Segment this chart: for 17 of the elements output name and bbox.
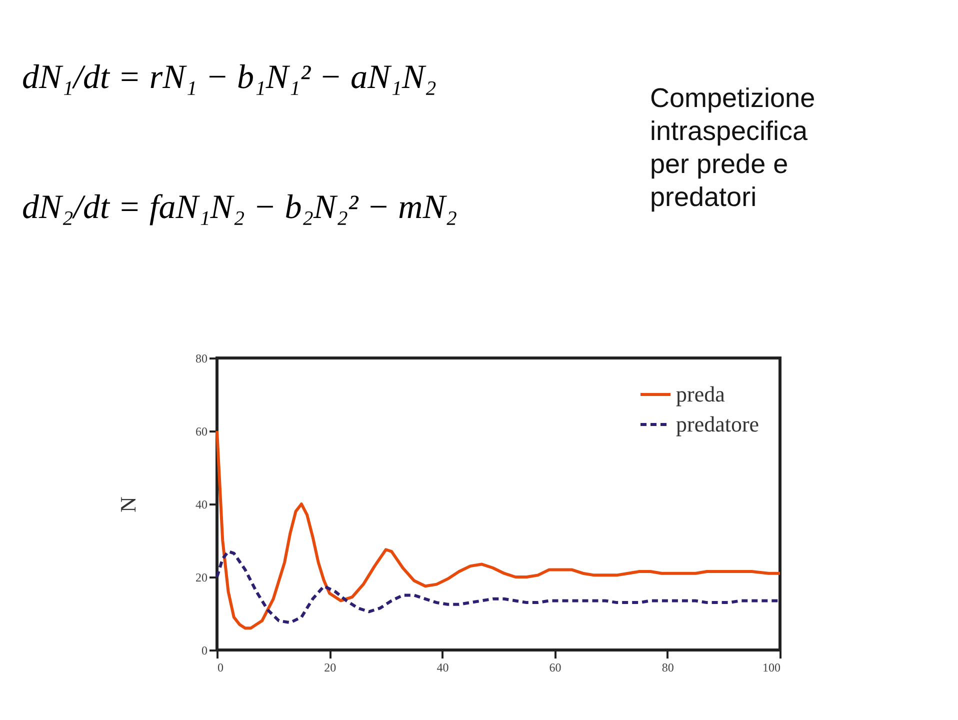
x-tick-label: 0 [218, 660, 224, 674]
legend-label: predatore [676, 412, 760, 436]
text: Competizione intraspecifica per prede e predatori [650, 83, 816, 212]
x-tick-label: 20 [324, 660, 336, 674]
x-tick-label: 40 [436, 660, 449, 674]
y-tick-label: 60 [196, 424, 208, 438]
x-tick-label: 60 [549, 660, 562, 674]
y-tick-label: 40 [196, 498, 208, 512]
x-tick-label: 100 [762, 660, 780, 674]
text: dN₁/dt = rN₁ − b₁N₁² − aN₁N₂ [22, 59, 436, 96]
text: dN₂/dt = faN₁N₂ − b₂N₂² − mN₂ [22, 189, 458, 226]
legend-label: preda [676, 382, 726, 406]
y-tick-label: 80 [196, 352, 208, 366]
x-tick-label: 80 [662, 660, 674, 674]
y-axis-title: N [116, 496, 140, 512]
y-tick-label: 20 [196, 570, 208, 584]
y-tick-label: 0 [202, 644, 208, 658]
